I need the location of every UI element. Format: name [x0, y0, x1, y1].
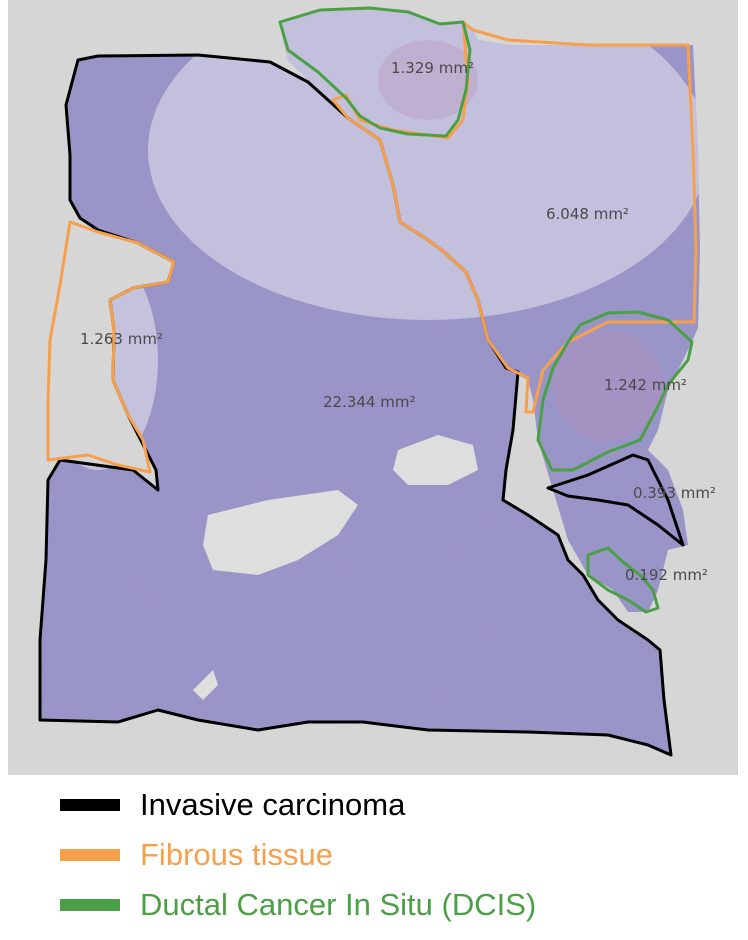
- area-label-0-192: 0.192 mm²: [625, 566, 708, 584]
- legend-label: Fibrous tissue: [140, 837, 333, 872]
- dcis-outline-right: [536, 310, 694, 472]
- legend: Invasive carcinoma Fibrous tissue Ductal…: [60, 785, 740, 935]
- area-labels: 22.344 mm² 1.263 mm² 6.048 mm² 1.329 mm²…: [80, 59, 716, 584]
- fibrous-tissue-outline-top-right: [331, 20, 698, 414]
- area-label-22-344: 22.344 mm²: [323, 393, 416, 411]
- legend-item-fibrous-tissue: Fibrous tissue: [60, 835, 740, 875]
- area-label-1-263: 1.263 mm²: [80, 330, 163, 348]
- legend-swatch-black: [60, 799, 120, 811]
- legend-swatch-green: [60, 899, 120, 911]
- area-label-0-393: 0.393 mm²: [633, 484, 716, 502]
- area-label-6-048: 6.048 mm²: [546, 205, 629, 223]
- legend-label: Ductal Cancer In Situ (DCIS): [140, 887, 537, 922]
- legend-label: Invasive carcinoma: [140, 787, 406, 822]
- legend-item-invasive-carcinoma: Invasive carcinoma: [60, 785, 740, 825]
- area-label-1-242: 1.242 mm²: [604, 376, 687, 394]
- area-label-1-329: 1.329 mm²: [391, 59, 474, 77]
- fibrous-tissue-outline-left: [46, 220, 176, 474]
- dcis-outline-top: [278, 6, 472, 138]
- invasive-carcinoma-outline-small: [546, 453, 685, 547]
- legend-swatch-orange: [60, 849, 120, 861]
- legend-item-dcis: Ductal Cancer In Situ (DCIS): [60, 885, 740, 925]
- tissue-scan-image: 22.344 mm² 1.263 mm² 6.048 mm² 1.329 mm²…: [8, 0, 738, 775]
- region-outlines: [38, 6, 698, 757]
- dcis-outline-small: [586, 546, 660, 614]
